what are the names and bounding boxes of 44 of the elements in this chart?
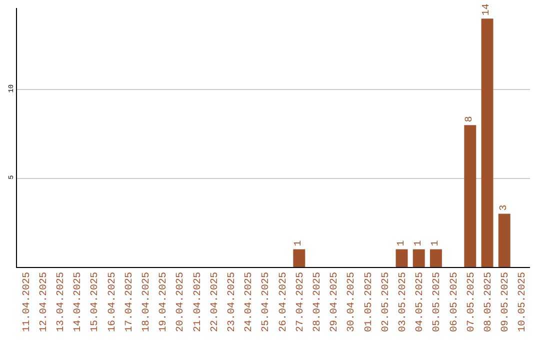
x-tick-label: 25.04.2025 — [261, 272, 272, 332]
x-tick-label: 10.05.2025 — [518, 272, 529, 332]
x-tick-label: 06.05.2025 — [449, 272, 460, 332]
x-tick-label: 28.04.2025 — [312, 272, 324, 332]
x-tick-label: 27.04.2025 — [295, 272, 306, 332]
data-label: 8 — [464, 116, 476, 122]
data-label: 1 — [396, 240, 408, 246]
x-tick-label: 29.04.2025 — [330, 272, 341, 332]
x-tick-label: 24.04.2025 — [244, 272, 256, 332]
x-tick-label: 05.05.2025 — [432, 272, 444, 332]
x-tick-label: 04.05.2025 — [415, 272, 426, 332]
x-tick-label: 13.04.2025 — [56, 272, 67, 332]
x-tick-label: 22.04.2025 — [210, 272, 221, 332]
bar — [498, 214, 510, 267]
x-tick-label: 02.05.2025 — [380, 272, 392, 332]
data-label: 1 — [294, 240, 305, 246]
x-tick-label: 20.04.2025 — [176, 272, 187, 332]
x-tick-label: 14.04.2025 — [73, 272, 84, 332]
x-tick-label: 09.05.2025 — [500, 272, 512, 332]
bar — [464, 125, 476, 267]
x-tick-label: 12.04.2025 — [38, 272, 50, 332]
bar — [481, 18, 494, 267]
data-label: 3 — [498, 204, 510, 211]
data-label: 1 — [430, 240, 442, 246]
x-tick-label: 26.04.2025 — [278, 272, 290, 332]
bar — [396, 249, 408, 267]
x-tick-label: 30.04.2025 — [346, 272, 358, 332]
x-tick-label: 21.04.2025 — [192, 272, 204, 332]
bar — [293, 249, 306, 267]
data-label: 14 — [480, 4, 492, 16]
data-label: 1 — [413, 240, 424, 246]
bar — [430, 249, 442, 267]
x-tick-label: 19.04.2025 — [158, 272, 170, 332]
x-tick-label: 18.04.2025 — [142, 272, 152, 332]
x-tick-label: 16.04.2025 — [107, 272, 118, 332]
x-tick-label: 07.05.2025 — [466, 272, 478, 332]
x-tick-label: 15.04.2025 — [90, 272, 102, 332]
x-tick-label: 17.04.2025 — [124, 272, 136, 332]
bar — [412, 249, 425, 267]
x-tick-label: 23.04.2025 — [227, 272, 238, 332]
x-tick-label: 08.05.2025 — [484, 272, 494, 332]
x-tick-label: 01.05.2025 — [364, 272, 375, 332]
x-tick-label: 11.04.2025 — [22, 272, 33, 332]
x-tick-label: 03.05.2025 — [398, 272, 409, 332]
